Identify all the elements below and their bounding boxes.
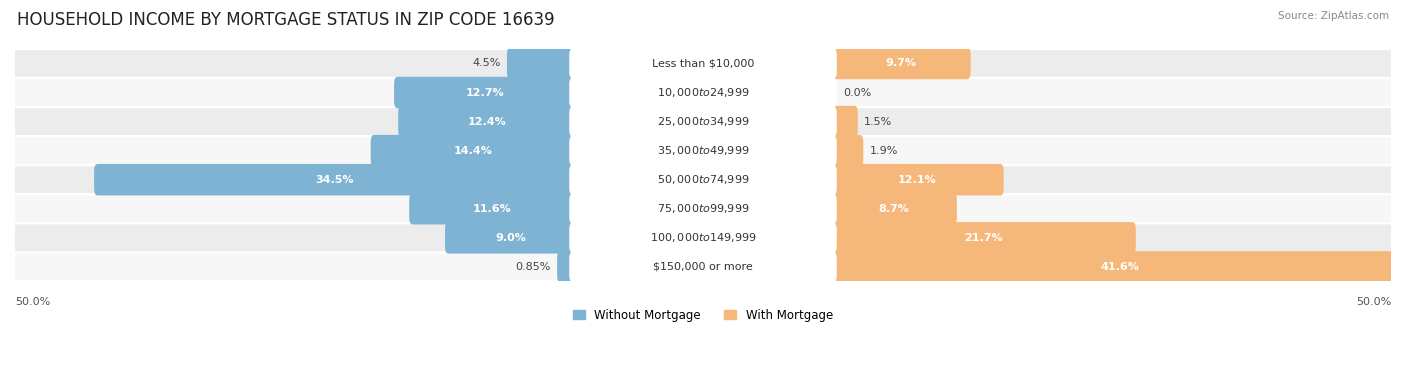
Text: 12.1%: 12.1% (897, 175, 936, 185)
Text: 0.0%: 0.0% (844, 87, 872, 98)
FancyBboxPatch shape (831, 106, 858, 137)
FancyBboxPatch shape (398, 106, 575, 137)
Text: 0.85%: 0.85% (516, 262, 551, 272)
FancyBboxPatch shape (14, 108, 1392, 135)
Text: HOUSEHOLD INCOME BY MORTGAGE STATUS IN ZIP CODE 16639: HOUSEHOLD INCOME BY MORTGAGE STATUS IN Z… (17, 11, 554, 29)
FancyBboxPatch shape (94, 164, 575, 195)
Text: 1.5%: 1.5% (865, 116, 893, 127)
FancyBboxPatch shape (14, 253, 1392, 280)
FancyBboxPatch shape (508, 48, 575, 79)
Text: $50,000 to $74,999: $50,000 to $74,999 (657, 173, 749, 186)
Text: 11.6%: 11.6% (472, 204, 512, 214)
FancyBboxPatch shape (569, 107, 837, 136)
FancyBboxPatch shape (831, 222, 1136, 254)
Text: $10,000 to $24,999: $10,000 to $24,999 (657, 86, 749, 99)
FancyBboxPatch shape (394, 77, 575, 108)
Text: 34.5%: 34.5% (316, 175, 354, 185)
FancyBboxPatch shape (14, 137, 1392, 164)
Text: 14.4%: 14.4% (454, 146, 492, 156)
Text: 4.5%: 4.5% (472, 58, 501, 69)
FancyBboxPatch shape (569, 165, 837, 195)
Text: $100,000 to $149,999: $100,000 to $149,999 (650, 231, 756, 244)
Text: 9.0%: 9.0% (495, 233, 526, 243)
Text: 50.0%: 50.0% (15, 297, 51, 307)
Text: 9.7%: 9.7% (884, 58, 915, 69)
FancyBboxPatch shape (14, 224, 1392, 251)
Text: 21.7%: 21.7% (963, 233, 1002, 243)
FancyBboxPatch shape (569, 252, 837, 282)
Text: 12.7%: 12.7% (465, 87, 505, 98)
Text: 41.6%: 41.6% (1101, 262, 1139, 272)
FancyBboxPatch shape (14, 166, 1392, 193)
FancyBboxPatch shape (831, 193, 957, 225)
FancyBboxPatch shape (569, 49, 837, 78)
FancyBboxPatch shape (831, 135, 863, 166)
Text: $75,000 to $99,999: $75,000 to $99,999 (657, 202, 749, 215)
FancyBboxPatch shape (831, 251, 1406, 283)
Text: Source: ZipAtlas.com: Source: ZipAtlas.com (1278, 11, 1389, 21)
Text: 1.9%: 1.9% (869, 146, 898, 156)
FancyBboxPatch shape (831, 164, 1004, 195)
Text: 12.4%: 12.4% (468, 116, 506, 127)
FancyBboxPatch shape (14, 50, 1392, 77)
FancyBboxPatch shape (409, 193, 575, 225)
Text: Less than $10,000: Less than $10,000 (652, 58, 754, 69)
FancyBboxPatch shape (14, 195, 1392, 222)
FancyBboxPatch shape (557, 251, 575, 283)
FancyBboxPatch shape (14, 79, 1392, 106)
FancyBboxPatch shape (831, 48, 970, 79)
FancyBboxPatch shape (569, 194, 837, 224)
FancyBboxPatch shape (569, 223, 837, 253)
Text: $35,000 to $49,999: $35,000 to $49,999 (657, 144, 749, 157)
Text: 50.0%: 50.0% (1355, 297, 1391, 307)
Text: $150,000 or more: $150,000 or more (654, 262, 752, 272)
FancyBboxPatch shape (446, 222, 575, 254)
Text: $25,000 to $34,999: $25,000 to $34,999 (657, 115, 749, 128)
FancyBboxPatch shape (569, 136, 837, 166)
FancyBboxPatch shape (569, 78, 837, 107)
Text: 8.7%: 8.7% (879, 204, 910, 214)
FancyBboxPatch shape (371, 135, 575, 166)
Legend: Without Mortgage, With Mortgage: Without Mortgage, With Mortgage (568, 304, 838, 326)
